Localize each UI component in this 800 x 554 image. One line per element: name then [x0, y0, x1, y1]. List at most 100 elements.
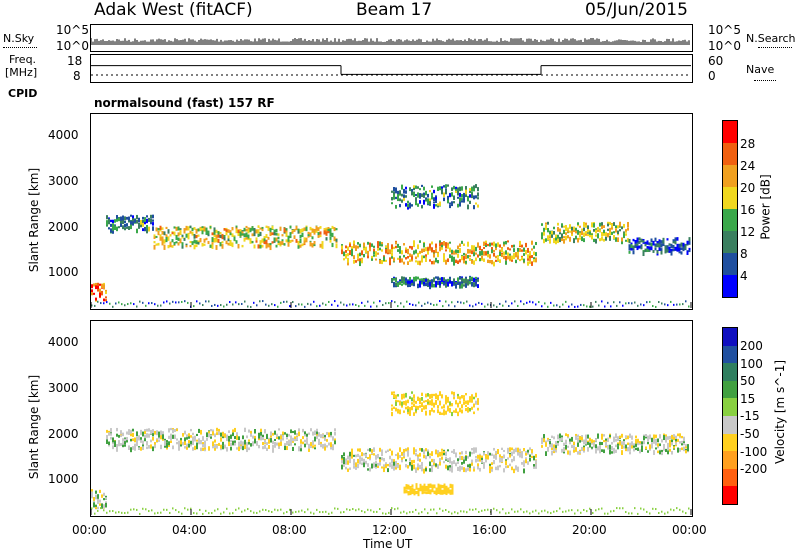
echo-pixel [397, 257, 399, 260]
echo-pixel [465, 407, 467, 412]
echo-pixel [130, 214, 132, 217]
echo-pixel [409, 485, 412, 491]
echo-pixel [471, 396, 473, 402]
echo-pixel [445, 490, 448, 496]
echo-pixel [439, 280, 441, 286]
echo-pixel [397, 455, 399, 460]
echo-pixel [423, 192, 425, 195]
ground-scatter-pixel [685, 300, 687, 303]
ground-scatter-pixel [436, 512, 438, 515]
noise-left-legend-line [3, 47, 37, 48]
echo-pixel [652, 250, 655, 253]
echo-pixel [118, 434, 120, 438]
echo-pixel [493, 456, 495, 459]
echo-pixel [644, 248, 647, 253]
echo-pixel [457, 281, 459, 285]
echo-pixel [91, 289, 93, 293]
ground-scatter-pixel [148, 302, 150, 305]
echo-pixel [415, 408, 417, 412]
echo-pixel [95, 282, 97, 287]
echo-pixel [477, 284, 479, 289]
echo-pixel [389, 448, 391, 451]
echo-pixel [493, 454, 495, 458]
echo-pixel [489, 242, 491, 247]
echo-pixel [377, 465, 379, 468]
echo-pixel [477, 254, 479, 258]
echo-pixel [491, 242, 493, 246]
echo-pixel [465, 404, 467, 408]
echo-pixel [208, 433, 210, 438]
echo-pixel [682, 246, 685, 249]
echo-pixel [204, 440, 206, 445]
echo-pixel [237, 243, 240, 249]
echo-pixel [347, 257, 349, 263]
echo-pixel [549, 238, 551, 244]
echo-pixel [334, 431, 336, 436]
echo-pixel [202, 447, 204, 451]
echo-pixel [294, 430, 296, 435]
echo-pixel [163, 245, 166, 250]
ground-scatter-pixel [211, 512, 213, 515]
echo-pixel [583, 447, 585, 451]
echo-pixel [246, 446, 248, 451]
echo-pixel [332, 436, 334, 441]
echo-pixel [469, 398, 471, 403]
echo-pixel [186, 443, 188, 449]
echo-pixel [489, 254, 491, 259]
ground-scatter-pixel [523, 511, 525, 514]
echo-pixel [248, 441, 250, 445]
ground-scatter-pixel [169, 302, 171, 305]
echo-pixel [171, 245, 174, 248]
ground-scatter-pixel [559, 507, 561, 510]
echo-pixel [411, 487, 414, 491]
echo-pixel [627, 227, 629, 231]
echo-pixel [188, 443, 190, 448]
echo-pixel [152, 436, 154, 441]
echo-pixel [290, 441, 292, 446]
echo-pixel [667, 436, 669, 440]
echo-pixel [383, 464, 385, 467]
echo-pixel [357, 448, 359, 452]
echo-pixel [567, 435, 569, 439]
echo-pixel [425, 466, 427, 470]
echo-pixel [347, 460, 349, 465]
echo-pixel [299, 234, 302, 239]
echo-pixel [551, 235, 553, 238]
echo-pixel [465, 194, 467, 198]
echo-pixel [649, 444, 651, 450]
echo-pixel [281, 239, 284, 243]
ground-scatter-pixel [619, 301, 621, 304]
echo-pixel [671, 434, 673, 439]
echo-pixel [429, 455, 431, 459]
echo-pixel [475, 276, 477, 280]
echo-pixel [437, 491, 440, 494]
echo-pixel [105, 299, 107, 302]
echo-pixel [283, 243, 286, 246]
echo-pixel [443, 486, 446, 491]
echo-pixel [603, 225, 605, 229]
ground-scatter-pixel [172, 300, 174, 303]
velocity-ytick: 2000 [48, 427, 79, 441]
ground-scatter-pixel [430, 302, 432, 305]
ground-scatter-pixel [523, 303, 525, 306]
ground-scatter-pixel [97, 300, 99, 303]
echo-pixel [638, 237, 641, 241]
echo-pixel [192, 447, 194, 451]
echo-pixel [401, 258, 403, 263]
echo-pixel [381, 249, 383, 252]
ground-scatter-pixel [244, 300, 246, 303]
echo-pixel [457, 253, 459, 258]
echo-pixel [295, 238, 298, 243]
echo-pixel [208, 446, 210, 451]
echo-pixel [405, 392, 407, 398]
echo-pixel [196, 444, 198, 450]
velocity-panel [90, 320, 693, 517]
ground-scatter-pixel [427, 301, 429, 304]
echo-pixel [607, 221, 609, 226]
echo-pixel [211, 244, 214, 249]
echo-pixel [243, 227, 246, 232]
echo-pixel [553, 226, 555, 230]
ground-scatter-pixel [187, 508, 189, 511]
echo-pixel [393, 281, 395, 287]
echo-pixel [140, 446, 142, 451]
